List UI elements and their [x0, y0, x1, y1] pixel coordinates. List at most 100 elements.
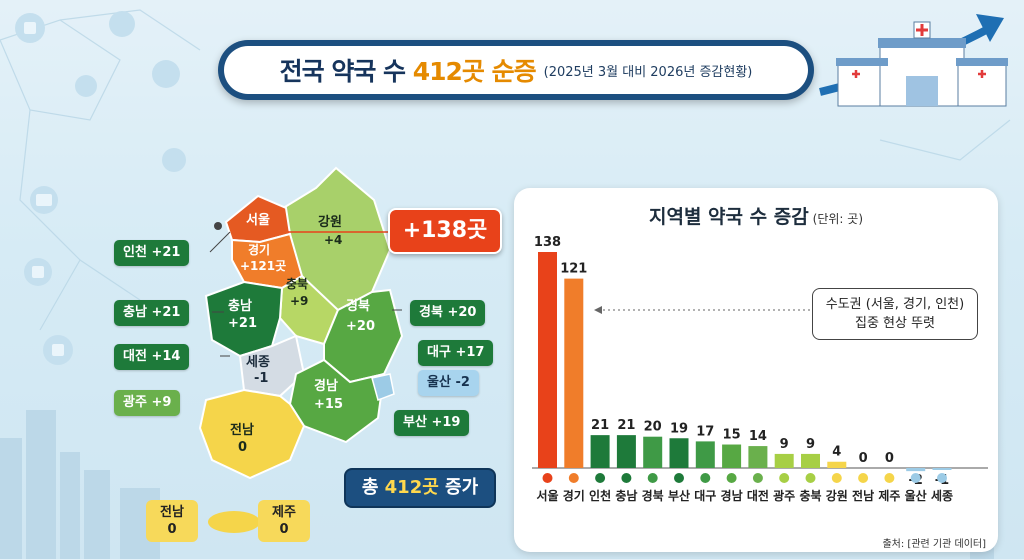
bar-value-label-0: 138 [534, 235, 561, 250]
label-daejeon: 대전 +14 [114, 344, 190, 370]
map-jeonnam-text: 전남 [230, 422, 254, 438]
bar-1 [564, 278, 584, 468]
map-sejong-value: -1 [254, 371, 268, 386]
category-label-12: 전남 [852, 488, 874, 503]
label-busan: 부산 +19 [394, 410, 470, 436]
bar-value-label-3: 21 [617, 418, 635, 433]
category-label-14: 울산 [905, 488, 927, 503]
category-dot-0 [542, 473, 553, 483]
bar-6 [695, 441, 715, 468]
category-label-3: 충남 [615, 488, 637, 503]
category-label-6: 대구 [694, 489, 716, 503]
category-dot-9 [779, 473, 790, 483]
bar-7 [722, 444, 742, 468]
label-ulsan: 울산 -2 [418, 370, 479, 396]
category-label-15: 세종 [931, 488, 953, 503]
bar-10 [801, 453, 820, 468]
bar-value-label-6: 17 [696, 424, 714, 439]
category-dot-14 [910, 473, 921, 483]
map-chungbuk-text: 충북 [286, 276, 308, 291]
map-jeonnam-value: 0 [238, 440, 247, 455]
category-dot-7 [726, 473, 737, 483]
chart-title: 지역별 약국 수 증감 (단위: 곳) [648, 206, 864, 228]
bar-0 [538, 252, 557, 468]
category-dot-12 [858, 473, 869, 483]
bar-11 [827, 461, 847, 468]
bar-14 [906, 468, 926, 472]
bar-value-label-11: 4 [832, 445, 841, 460]
bar-value-label-7: 15 [723, 428, 741, 443]
map-chungnam-text: 충남 [228, 298, 252, 314]
map-chungbuk-value: +9 [290, 294, 308, 308]
category-dot-3 [621, 473, 632, 483]
bar-value-label-4: 20 [644, 420, 662, 435]
category-dot-11 [831, 473, 842, 483]
category-label-10: 충북 [799, 488, 821, 503]
label-gwangju: 광주 +9 [114, 390, 181, 416]
category-label-5: 부산 [668, 488, 690, 503]
seoul-increase-badge: +138곳 [388, 208, 502, 254]
total-increase-badge: 총 412곳 증가 [344, 468, 496, 508]
category-dot-15 [937, 473, 947, 483]
callout-box: 수도권 (서울, 경기, 인천) 집중 현상 뚜렷 [812, 288, 978, 340]
bar-5 [669, 438, 689, 468]
source-note: 출처: [관련 기관 데이터] [882, 539, 986, 550]
korea-map: 서울 경기 +121곳 강원 +4 충북 +9 충남 +21 경북 +20 세종… [198, 166, 404, 533]
chart-card: 지역별 약국 수 증감 (단위: 곳) 138 서울 121 경기 21 인천 21 충남 20 경… [514, 188, 998, 552]
map-gyeongnam-text: 경남 [314, 378, 338, 394]
map-gyeonggi-text: 경기 [248, 242, 270, 257]
jeju-box: 제주 0 [258, 500, 310, 542]
bar-15 [932, 468, 952, 470]
bar-value-label-1: 121 [560, 262, 587, 277]
bar-chart: 138 서울 121 경기 21 인천 21 충남 20 경북 19 부산 17 대구 15 경남 14 대전 9 광… [532, 235, 988, 503]
label-daegu: 대구 +17 [418, 340, 494, 366]
bar-value-label-10: 9 [806, 437, 815, 452]
bar-value-label-13: 0 [885, 451, 894, 466]
category-dot-5 [674, 473, 684, 483]
bar-4 [643, 436, 663, 468]
region-ulsan [371, 373, 395, 401]
category-label-13: 제주 [878, 489, 900, 503]
chart-unit: (단위: 곳) [812, 212, 864, 226]
category-label-9: 광주 [773, 488, 795, 503]
jeonnam-box: 전남 0 [146, 500, 198, 542]
page-title: 전국 약국 수 412곳 순증 [279, 57, 537, 86]
category-label-1: 경기 [563, 488, 585, 503]
bar-value-label-5: 19 [670, 421, 688, 436]
bar-3 [616, 435, 636, 468]
category-label-11: 강원 [826, 489, 848, 503]
callout-arrow [594, 306, 602, 314]
map-gyeongbuk-text: 경북 [346, 298, 370, 314]
page-subtitle: (2025년 3월 대비 2026년 증감현황) [543, 64, 753, 80]
category-dot-1 [568, 473, 579, 483]
category-dot-2 [595, 473, 606, 483]
map-gyeongnam-value: +15 [314, 397, 343, 412]
bar-8 [748, 446, 768, 468]
label-incheon: 인천 +21 [114, 240, 190, 266]
bar-2 [590, 435, 610, 468]
map-sejong-text: 세종 [246, 355, 270, 370]
map-gyeonggi-value: +121곳 [240, 259, 286, 273]
category-dot-10 [805, 473, 816, 483]
label-chungnam: 충남 +21 [114, 300, 190, 326]
category-label-8: 대전 [747, 488, 769, 503]
bar-9 [774, 453, 794, 468]
map-gyeongbuk-value: +20 [346, 319, 375, 334]
bar-value-label-8: 14 [749, 429, 767, 444]
category-label-4: 경북 [642, 489, 664, 503]
category-dot-4 [647, 473, 658, 483]
region-jeonnam [198, 388, 306, 480]
map-seoul-text: 서울 [246, 212, 270, 228]
bar-value-label-12: 0 [859, 451, 868, 466]
category-label-0: 서울 [536, 488, 558, 503]
region-chungnam [204, 280, 284, 358]
title-banner: 전국 약국 수 412곳 순증 (2025년 3월 대비 2026년 증감현황) [218, 40, 814, 100]
category-dot-8 [752, 473, 763, 483]
bar-value-label-9: 9 [780, 437, 789, 452]
category-dot-6 [700, 473, 711, 483]
category-label-7: 경남 [721, 488, 743, 503]
map-chungnam-value: +21 [228, 316, 257, 331]
bar-value-label-2: 21 [591, 418, 609, 433]
map-gangwon-value: +4 [324, 233, 342, 247]
map-gangwon-text: 강원 [318, 214, 342, 230]
